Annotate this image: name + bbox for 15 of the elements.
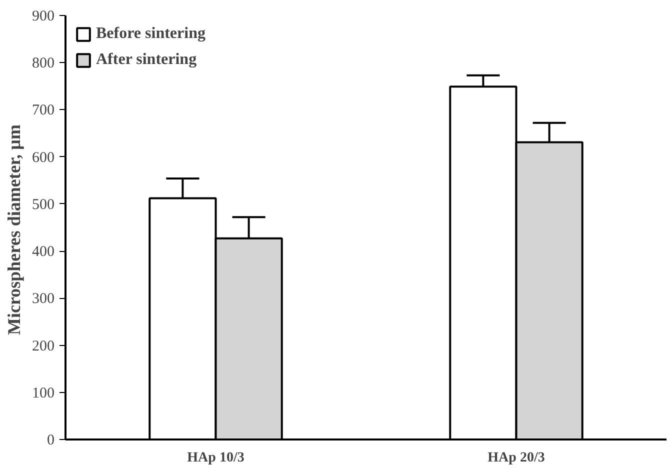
legend-label: After sintering xyxy=(96,51,197,69)
y-tick-label: 600 xyxy=(32,150,54,166)
y-tick-label: 700 xyxy=(32,102,54,119)
legend-label: Before sintering xyxy=(96,25,206,43)
y-tick-label: 500 xyxy=(32,196,54,213)
x-tick-label: HAp 10/3 xyxy=(187,450,244,466)
y-tick-label: 900 xyxy=(32,8,54,24)
y-axis-title: Microspheres diameter, µm xyxy=(4,124,24,335)
y-tick-label: 0 xyxy=(47,432,54,448)
x-tick-label: HAp 20/3 xyxy=(488,450,545,466)
y-tick-label: 200 xyxy=(32,338,54,354)
y-tick-label: 300 xyxy=(32,291,54,308)
y-tick-label: 800 xyxy=(32,56,54,72)
y-tick-label: 100 xyxy=(32,385,54,402)
y-tick-label: 400 xyxy=(32,244,54,260)
